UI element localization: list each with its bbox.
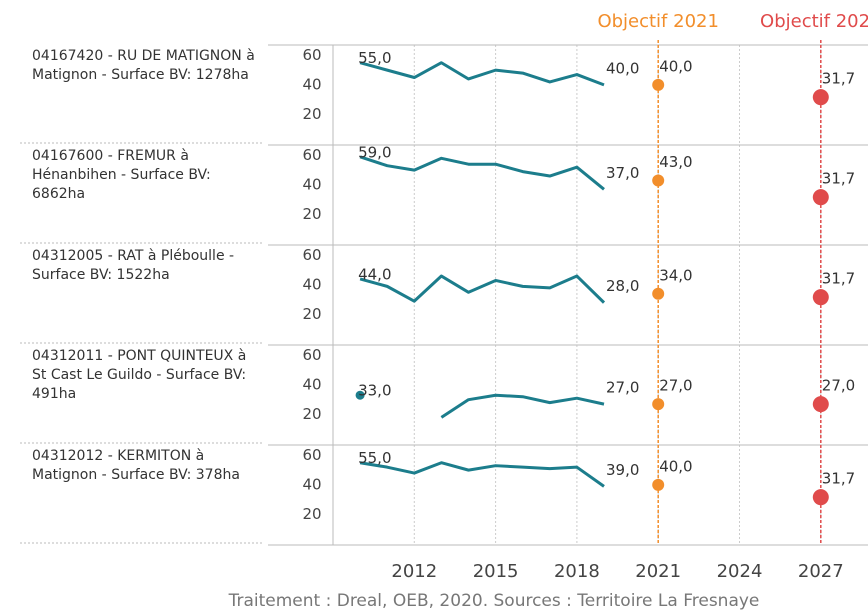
source: Traitement : Dreal, OEB, 2020. Sources :… [228,591,760,611]
objective-point [652,174,665,187]
y-tick-label: 60 [302,246,321,264]
y-tick-label: 60 [302,346,321,364]
objective-label: 27,0 [822,377,855,395]
objective-point [812,189,829,206]
y-tick-label: 40 [302,475,321,493]
objective-point [812,489,829,506]
y-tick-label: 60 [302,146,321,164]
x-tick-label: 2024 [717,561,763,582]
objective-point [652,398,665,411]
objective-point [812,289,829,306]
y-tick-label: 40 [302,375,321,393]
data-label: 59,0 [358,143,391,161]
y-tick-label: 60 [302,46,321,64]
objective-point [652,478,665,491]
x-tick-label: 2021 [635,561,681,582]
objective-label: 31,7 [822,470,855,488]
series-line [359,155,605,191]
x-tick-label: 2012 [391,561,437,582]
x-tick-label: 2015 [473,561,519,582]
data-label: 28,0 [606,277,639,295]
data-label: 55,0 [358,449,391,467]
objective-point [652,287,665,300]
data-label: 37,0 [606,164,639,182]
data-label: 40,0 [606,59,639,77]
y-tick-label: 20 [302,205,321,223]
objective-label: 31,7 [822,70,855,88]
objective-label: 43,0 [659,153,692,171]
y-tick-label: 40 [302,175,321,193]
y-tick-label: 40 [302,275,321,293]
objective-point [652,78,665,91]
y-tick-label: 20 [302,505,321,523]
station-label: 04312012 - KERMITON à Matignon - Surface… [32,448,240,483]
data-label: 27,0 [606,379,639,397]
objective-point [812,396,829,413]
data-label: 33,0 [358,382,391,400]
objective-label: 31,7 [822,270,855,288]
data-label: 55,0 [358,49,391,67]
y-tick-label: 40 [302,75,321,93]
y-tick-label: 20 [302,105,321,123]
objective-label: 40,0 [659,57,692,75]
station-label: 04167420 - RU DE MATIGNON à Matignon - S… [32,48,255,83]
y-tick-label: 20 [302,305,321,323]
point [355,390,365,400]
objective-title: Objectif 2021 [597,11,719,32]
series-line [359,461,605,488]
x-tick-label: 2027 [798,561,844,582]
y-tick-label: 60 [302,446,321,464]
objective-label: 27,0 [659,377,692,395]
data-label: 39,0 [606,461,639,479]
objective-label: 40,0 [659,457,692,475]
objective-label: 34,0 [659,266,692,284]
series-line [359,274,606,304]
x-tick-label: 2018 [554,561,600,582]
series-line [359,61,605,87]
data-label: 44,0 [358,265,391,283]
station-label: 04312005 - RAT à Pléboulle - Surface BV:… [32,248,235,283]
objective-label: 31,7 [822,170,855,188]
station-label: 04167600 - FREMUR à Hénanbihen - Surface… [32,148,211,202]
objective-title: Objectif 2027 [760,11,868,32]
objective-point [812,89,829,106]
station-label: 04312011 - PONT QUINTEUX à St Cast Le Gu… [32,348,247,402]
y-tick-label: 20 [302,405,321,423]
series-line [440,393,605,419]
